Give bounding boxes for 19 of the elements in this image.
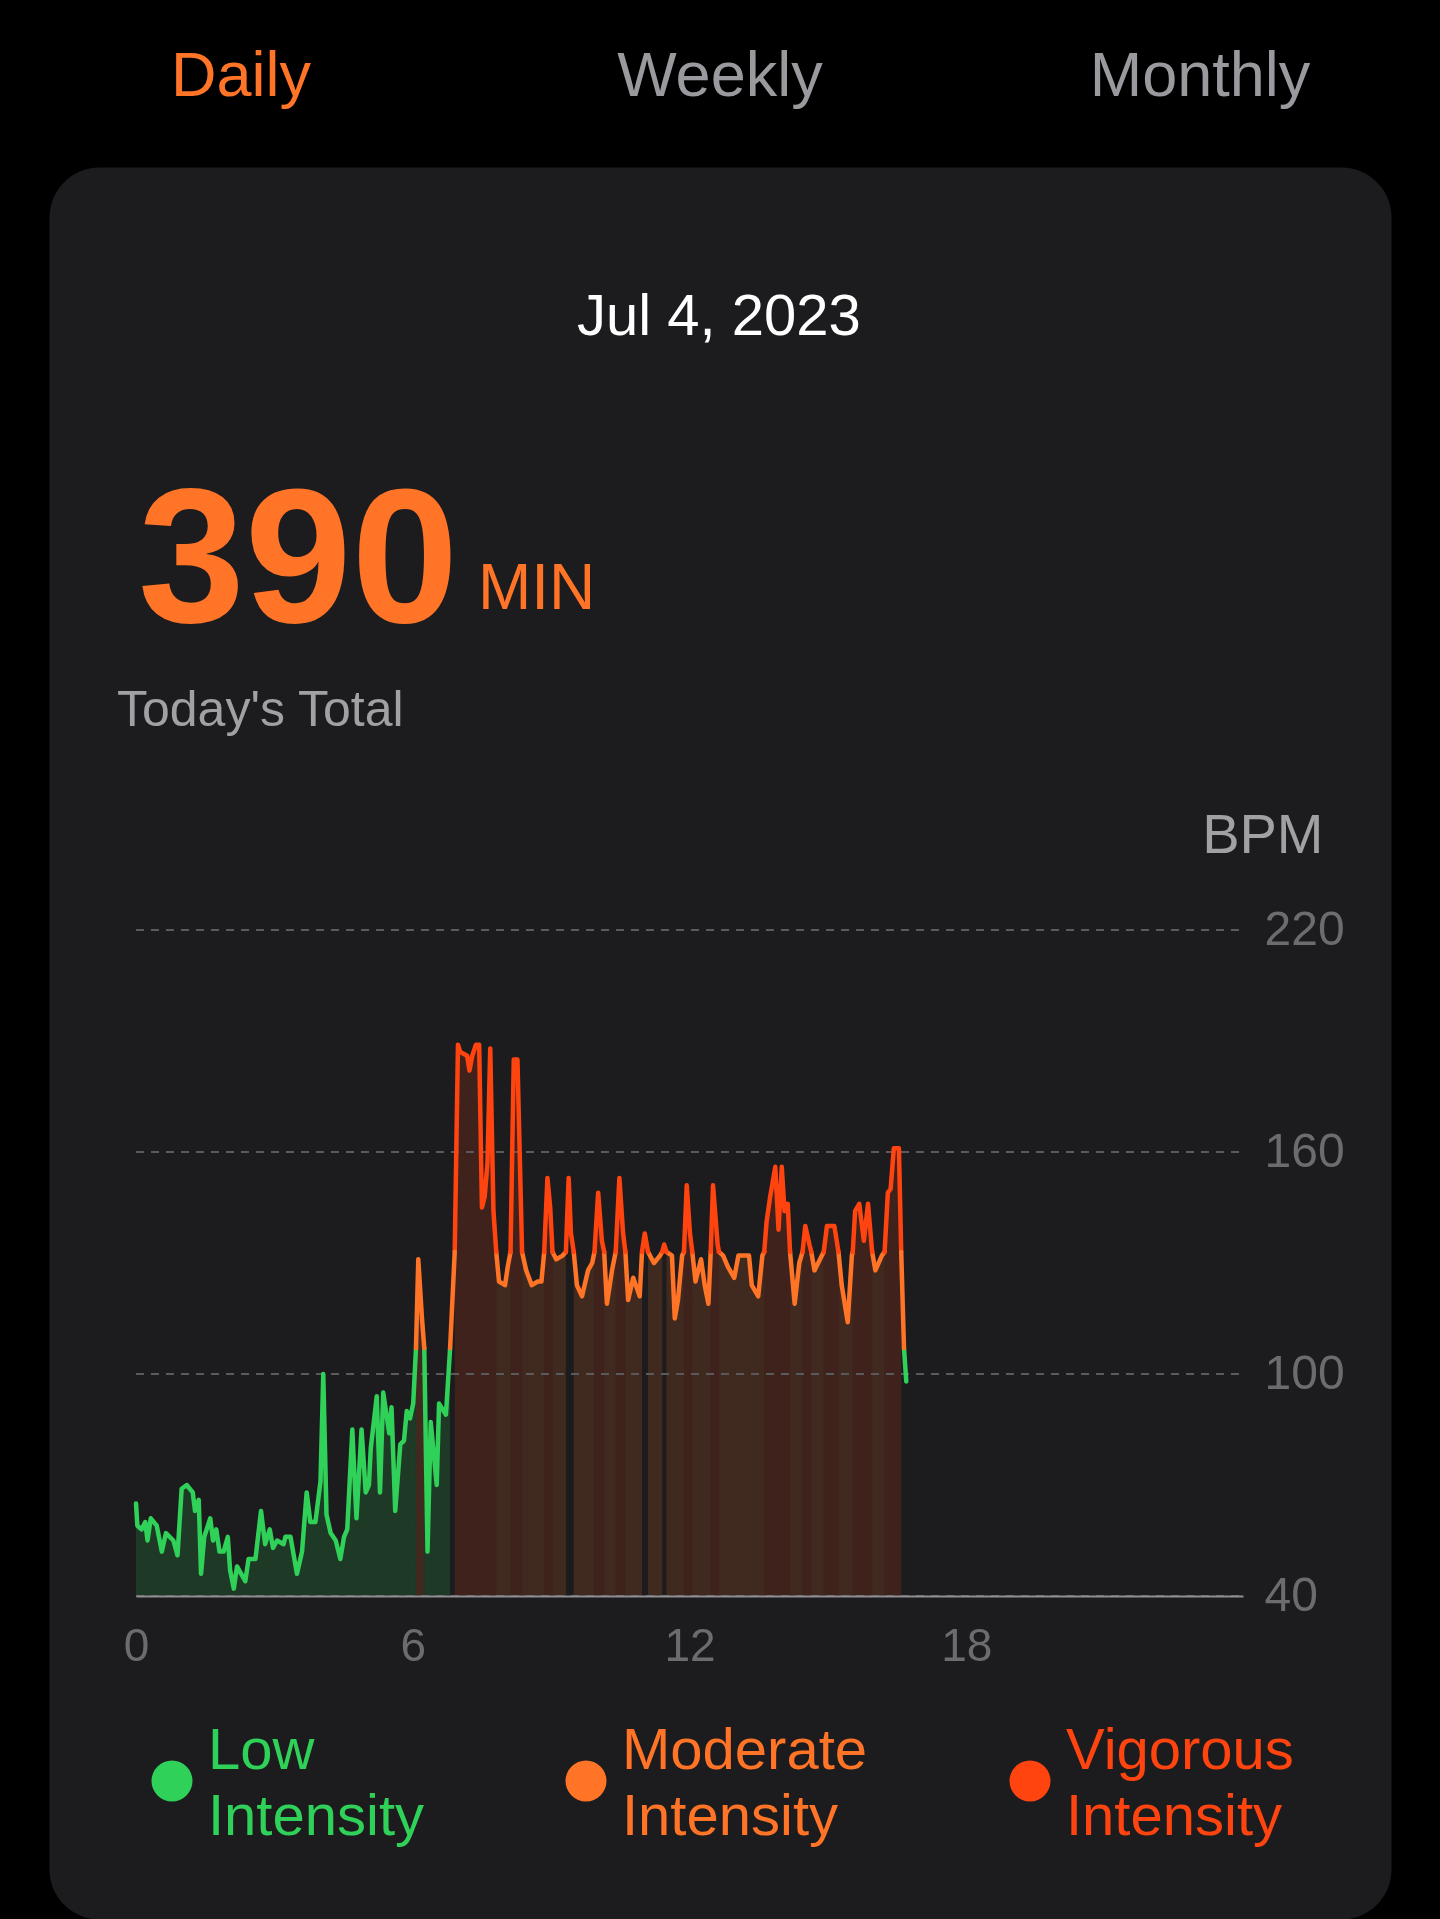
legend-label: Moderate Intensity [622, 1716, 868, 1847]
x-tick-label: 6 [400, 1618, 427, 1671]
x-tick-label: 18 [941, 1618, 993, 1671]
legend-label: Low Intensity [208, 1716, 424, 1847]
text: Daily [170, 39, 312, 109]
x-tick-label: 12 [664, 1618, 716, 1671]
x-tick-label: 0 [123, 1618, 150, 1671]
y-tick-label: 220 [1264, 901, 1345, 955]
y-axis-title: BPM [1202, 801, 1324, 865]
y-tick-label: 160 [1264, 1123, 1345, 1177]
text: 390 [138, 448, 459, 663]
y-tick-label: 40 [1264, 1567, 1318, 1621]
y-tick-label: 100 [1264, 1345, 1345, 1399]
text: Weekly [617, 39, 824, 109]
text: Monthly [1089, 39, 1311, 109]
text: Today's Total [117, 681, 404, 737]
chart-title: Jul 4, 2023 [577, 282, 861, 347]
text: MIN [478, 551, 596, 623]
legend-label: Vigorous Intensity [1066, 1716, 1294, 1847]
